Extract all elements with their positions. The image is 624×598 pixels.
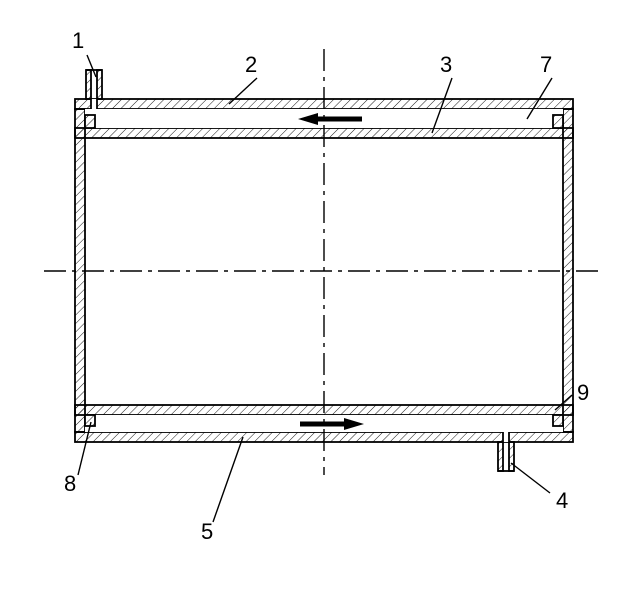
label-9: 9	[577, 380, 589, 405]
label-4: 4	[556, 488, 568, 513]
label-7: 7	[540, 52, 552, 77]
end-ring-right-top	[553, 115, 563, 128]
outlet-stub-wall-right	[509, 442, 514, 471]
label-3: 3	[440, 52, 452, 77]
label-2: 2	[245, 52, 257, 77]
label-5: 5	[201, 519, 213, 544]
leader-5	[213, 437, 243, 522]
cross-section	[44, 49, 604, 475]
label-8: 8	[64, 471, 76, 496]
end-ring-right-bottom	[553, 415, 563, 426]
inlet-stub-wall-right	[97, 70, 102, 99]
outlet-stub-wall-left	[498, 442, 503, 471]
inlet-stub-wall-left	[86, 70, 91, 99]
technical-diagram: 1 2 3 7 9 4 5 8	[0, 0, 624, 598]
label-1: 1	[72, 28, 84, 53]
leader-4	[511, 463, 550, 493]
end-ring-left-top	[85, 115, 95, 128]
